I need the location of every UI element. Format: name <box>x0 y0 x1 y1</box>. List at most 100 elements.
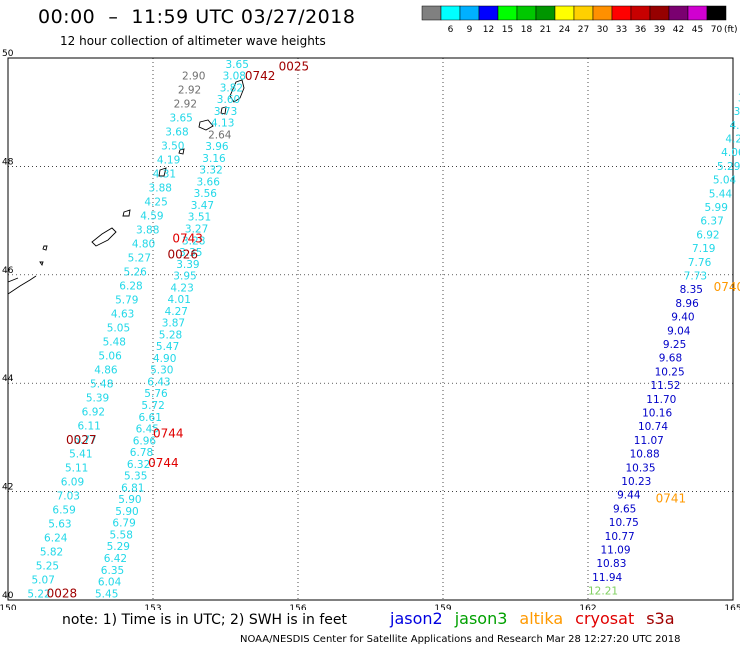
track-a-value: 3.95 <box>173 271 196 283</box>
satellite-label-s3a: s3a <box>646 609 675 628</box>
lon-tick-153: 153 <box>144 604 161 610</box>
track-c-value: 10.77 <box>605 531 635 543</box>
lat-tick-42: 42 <box>2 483 13 493</box>
track-a-value: 3.82 <box>220 82 243 94</box>
track-c-value: 6.37 <box>700 216 723 228</box>
track-c-value: 10.75 <box>609 517 639 529</box>
track-b-value: 6.24 <box>44 532 68 544</box>
track-a-value: 6.35 <box>101 565 124 577</box>
lat-tick-50: 50 <box>2 49 14 59</box>
track-a-value: 6.32 <box>127 459 150 471</box>
track-a-value: 6.78 <box>130 447 153 459</box>
track-a-value: 3.16 <box>202 153 226 165</box>
track-a-value: 3.56 <box>194 188 218 200</box>
track-c-value: 5.29 <box>717 161 740 173</box>
track-a-value: 5.35 <box>124 471 147 483</box>
footer-note: note: 1) Time is in UTC; 2) SWH is in fe… <box>62 612 348 628</box>
track-c-value: 8.35 <box>680 284 703 296</box>
track-a-value: 6.96 <box>133 435 157 447</box>
track-b-value: 3.68 <box>165 127 188 139</box>
track-b-value: 2.92 <box>174 99 197 111</box>
legend-label-2: 9 <box>467 25 473 35</box>
track-b-value: 5.06 <box>98 350 122 362</box>
track-a-value: 5.72 <box>141 400 164 412</box>
island-urup <box>122 209 131 217</box>
track-b-value: 5.79 <box>115 295 138 307</box>
track-b-value: 6.11 <box>77 420 100 432</box>
track-a-value: 3.73 <box>214 106 237 118</box>
track-b-value: 2.90 <box>182 71 205 83</box>
pass-time-label: 0742 <box>245 69 276 83</box>
track-a-value: 3.60 <box>217 94 240 106</box>
track-a-value: 4.13 <box>211 118 234 130</box>
track-a-value: 5.76 <box>144 388 168 400</box>
lon-tick-159: 159 <box>434 604 451 610</box>
pass-time-label: 0744 <box>153 426 184 440</box>
track-a-value: 6.61 <box>139 412 162 424</box>
track-b-value: 5.25 <box>36 560 59 572</box>
legend-label-4: 15 <box>502 25 513 35</box>
satellite-legend: jason2 jason3 altika cryosat s3a <box>390 609 687 628</box>
track-a-value: 5.90 <box>118 494 141 506</box>
legend-label-5: 18 <box>521 25 533 35</box>
footer-credit: NOAA/NESDIS Center for Satellite Applica… <box>240 634 681 645</box>
legend-label-10: 33 <box>616 25 627 35</box>
track-a-value: 5.28 <box>159 329 182 341</box>
pass-time-label: 0743 <box>172 231 203 245</box>
legend-label-3: 12 <box>483 25 494 35</box>
track-c-value: 10.25 <box>655 366 685 378</box>
island-small <box>39 261 44 267</box>
pass-time-label: 0028 <box>47 586 78 600</box>
track-c-value: 8.96 <box>675 298 699 310</box>
track-a-value: 3.08 <box>223 71 246 83</box>
pass-time-label: 0025 <box>279 59 310 73</box>
track-c-value: 12.21 <box>588 586 618 598</box>
track-a-value: 3.28 <box>182 235 205 247</box>
track-b-value: 5.11 <box>65 462 88 474</box>
lat-tick-44: 44 <box>2 374 14 384</box>
track-c-value: 5.04 <box>713 175 737 187</box>
track-a-value: 6.79 <box>112 518 135 530</box>
track-c-value: 5.44 <box>709 188 733 200</box>
track-a-value: 3.66 <box>197 176 221 188</box>
track-a-value: 6.43 <box>147 376 170 388</box>
track-a-value: 5.29 <box>107 541 130 553</box>
island-paramushir <box>229 79 245 103</box>
track-c-value: 9.25 <box>663 339 686 351</box>
pass-time-label: 0744 <box>148 456 179 470</box>
pass-time-label: 0027 <box>66 433 97 447</box>
track-b-value: 4.86 <box>94 364 118 376</box>
track-a-value: 4.90 <box>153 353 176 365</box>
track-c-value: 9.68 <box>659 353 682 365</box>
track-a-value: 3.32 <box>199 165 222 177</box>
track-c-value: 9.40 <box>671 312 694 324</box>
track-b-value: 6.09 <box>61 476 84 488</box>
legend-label-13: 42 <box>673 25 684 35</box>
track-b-value: 5.26 <box>123 267 147 279</box>
track-b-value: 3.88 <box>149 183 172 195</box>
track-a-value: 5.90 <box>115 506 138 518</box>
track-b-value: 5.63 <box>48 518 71 530</box>
track-c-value: 11.09 <box>600 544 630 556</box>
track-c-value: 4.1 <box>730 120 740 132</box>
track-a-value: 3.51 <box>188 212 211 224</box>
lat-tick-40: 40 <box>2 591 14 601</box>
track-c-value: 7.73 <box>684 270 707 282</box>
track-b-value: 5.82 <box>40 546 63 558</box>
track-b-value: 5.48 <box>90 378 113 390</box>
track-c-value: 3.6 <box>734 106 740 118</box>
track-a-value: 6.42 <box>104 553 127 565</box>
track-b-value: 2.92 <box>178 85 201 97</box>
island-iturup <box>91 227 117 247</box>
track-a-value: 3.96 <box>205 141 229 153</box>
lon-tick-165: 165 <box>724 604 740 610</box>
track-c-value: 4.22 <box>725 133 740 145</box>
island-onekotan <box>220 106 227 115</box>
track-b-value: 5.22 <box>27 588 50 600</box>
track-b-value: 5.48 <box>103 336 126 348</box>
track-c-value: 5.99 <box>705 202 728 214</box>
track-b-value: 5.07 <box>32 574 55 586</box>
track-b-value: 3.65 <box>169 113 192 125</box>
track-b-value: 5.05 <box>107 322 130 334</box>
track-c-value: 11.70 <box>646 394 676 406</box>
